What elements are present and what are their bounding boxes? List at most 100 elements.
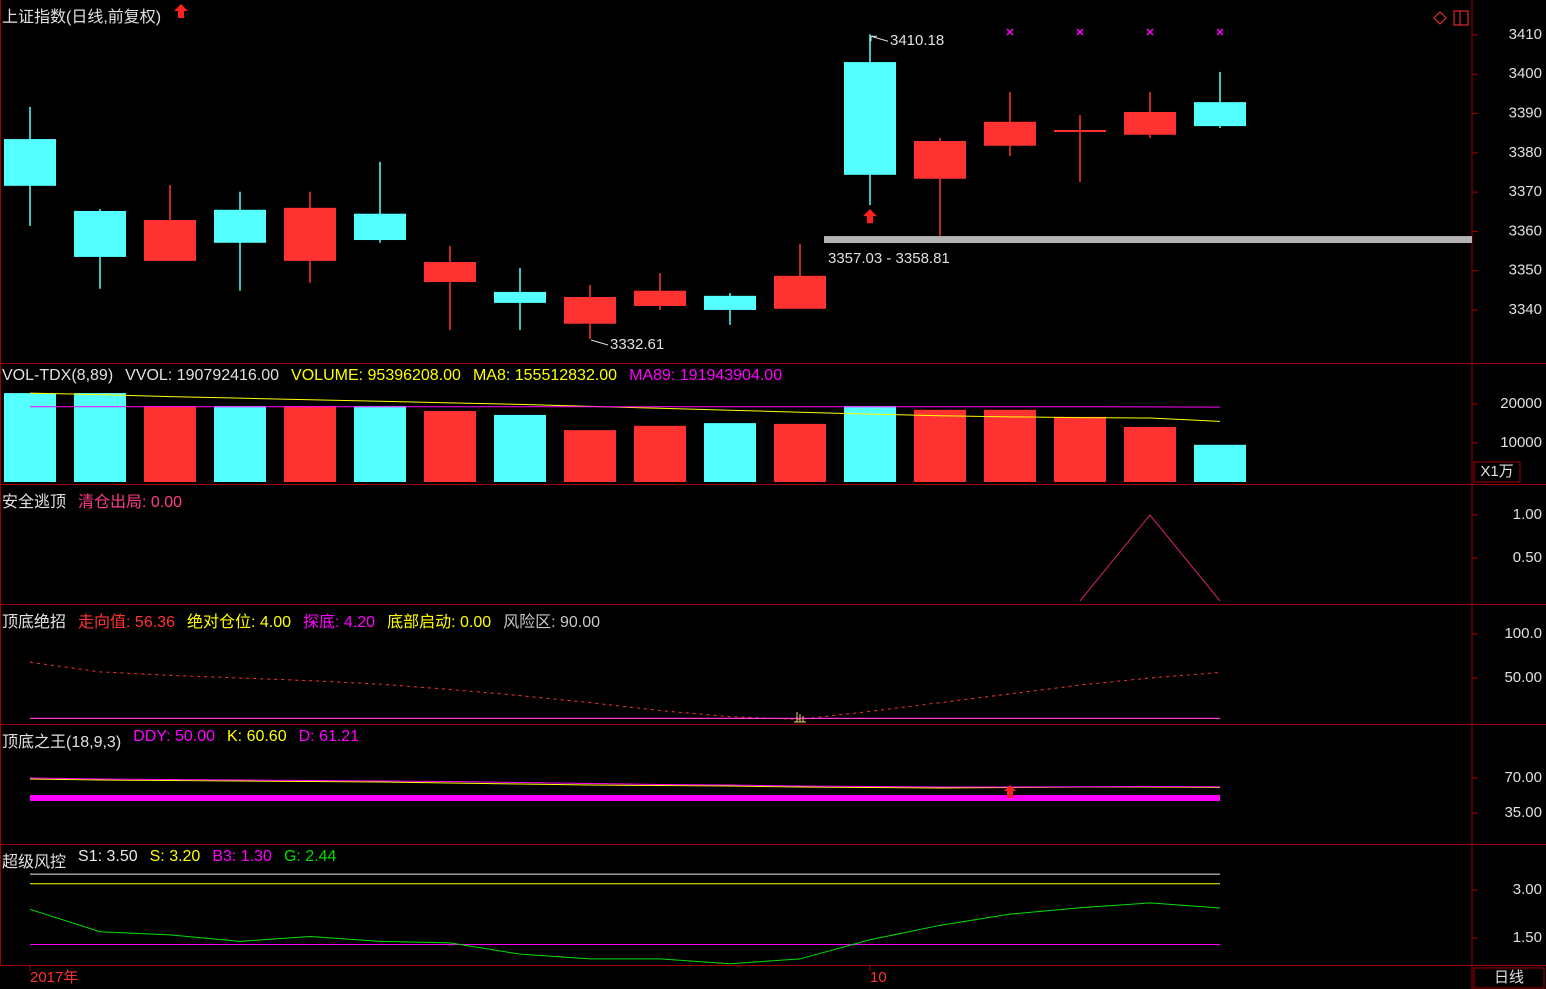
annotation-label: 3410.18 — [890, 32, 944, 49]
readout: VOLUME95396208.00 — [291, 367, 461, 385]
panel-header: 顶底绝招走向值56.36 绝对仓位4.00 探底4.20 底部启动0.00 风险区90.… — [2, 608, 600, 632]
signal-mark — [1076, 28, 1084, 36]
indicator-line — [29, 661, 1221, 720]
readout-value: 1.30 — [240, 848, 272, 865]
y-tick-label: 20000 — [1500, 395, 1542, 412]
candle-body — [1124, 111, 1176, 135]
panel-header: 安全逃顶清仓出局0.00 — [2, 488, 182, 512]
x-tick-label: 2017年 — [30, 969, 78, 986]
candle-body — [214, 209, 266, 243]
panel-header: 上证指数(日线,前复权) — [2, 3, 189, 27]
readout: 探底4.20 — [303, 608, 375, 632]
signal-mark — [1006, 28, 1014, 36]
readout-name: B3 — [212, 848, 240, 865]
candle-body — [1054, 130, 1106, 133]
readout-name: MA8 — [473, 367, 515, 384]
candle-body — [844, 62, 896, 175]
readout-value: 61.21 — [319, 728, 360, 745]
panel-title: 安全逃顶 — [2, 494, 67, 511]
readout: 绝对仓位4.00 — [187, 608, 291, 632]
readout-value: 95396208.00 — [367, 367, 461, 384]
y-tick-label: 3360 — [1509, 222, 1542, 239]
panel-title: VOL-TDX(8,89) — [2, 367, 114, 384]
readout-name: DDY — [133, 728, 175, 745]
x-tick-label: 10 — [870, 969, 887, 986]
ma-line — [29, 392, 1221, 422]
panel-header: 顶底之王(18,9,3) DDY50.00 K60.60 D61.21 — [2, 728, 359, 752]
readout: MA89191943904.00 — [629, 367, 782, 385]
volume-bar — [634, 425, 686, 482]
volume-bar — [214, 405, 266, 482]
hand-icon — [794, 712, 806, 723]
candle-body — [494, 291, 546, 303]
readout-value: 190792416.00 — [176, 367, 280, 384]
readout-value: 155512832.00 — [514, 367, 618, 384]
period-label: 日线 — [1494, 969, 1524, 986]
signal-mark — [1146, 28, 1154, 36]
y-tick-label: 3.00 — [1513, 881, 1542, 898]
readout-value: 50.00 — [174, 728, 215, 745]
annotation-label: 3332.61 — [610, 336, 664, 353]
readout: S3.20 — [150, 848, 201, 872]
candle-body — [634, 290, 686, 307]
readout-name: 走向值 — [78, 614, 135, 631]
y-tick-label: 3410 — [1509, 26, 1542, 43]
unit-label: X1万 — [1480, 463, 1513, 480]
readout-value: 60.60 — [246, 728, 287, 745]
y-tick-label: 3370 — [1509, 183, 1542, 200]
volume-bar — [914, 409, 966, 482]
y-tick-label: 100.0 — [1504, 625, 1542, 642]
signal-mark — [1216, 28, 1224, 36]
readout: MA8155512832.00 — [473, 367, 617, 385]
readout: 走向值56.36 — [78, 608, 175, 632]
readout-value: 2.44 — [305, 848, 337, 865]
readout-name: S1 — [78, 848, 106, 865]
readout-value: 0.00 — [150, 494, 183, 511]
readout-value: 0.00 — [459, 614, 492, 631]
volume-bar — [564, 430, 616, 482]
readout: G2.44 — [284, 848, 336, 872]
candle-body — [984, 121, 1036, 146]
readout-value: 4.00 — [259, 614, 292, 631]
y-tick-label: 3340 — [1509, 301, 1542, 318]
volume-bar — [984, 409, 1036, 482]
y-tick-label: 70.00 — [1504, 769, 1542, 786]
readout-value: 191943904.00 — [679, 367, 783, 384]
candle-body — [1194, 102, 1246, 127]
volume-bar — [1124, 427, 1176, 482]
y-tick-label: 50.00 — [1504, 669, 1542, 686]
period-box — [1473, 967, 1545, 989]
readout: K60.60 — [227, 728, 287, 752]
readout-name: 风险区 — [503, 614, 560, 631]
indicator-line — [29, 777, 1221, 788]
readout-name: S — [150, 848, 170, 865]
y-tick-label: 1.50 — [1513, 929, 1542, 946]
candle-body — [914, 141, 966, 179]
readout-name: 绝对仓位 — [187, 614, 260, 631]
volume-bar — [424, 411, 476, 482]
candle-body — [4, 139, 56, 186]
readout-name: G — [284, 848, 305, 865]
candle-body — [704, 295, 756, 310]
indicator-line — [1079, 514, 1221, 602]
volume-bar — [494, 414, 546, 482]
volume-bar — [4, 393, 56, 482]
readout-name: VOLUME — [291, 367, 367, 384]
volume-bar — [74, 393, 126, 482]
readout-value: 90.00 — [560, 614, 601, 631]
candle-body — [74, 210, 126, 257]
y-tick-label: 10000 — [1500, 434, 1542, 451]
y-tick-label: 3400 — [1509, 65, 1542, 82]
volume-bar — [354, 405, 406, 482]
panel-title: 超级风控 — [2, 854, 67, 871]
candle-body — [424, 262, 476, 283]
y-tick-label: 0.50 — [1513, 549, 1542, 566]
indicator-line — [29, 902, 1221, 965]
volume-bar — [774, 423, 826, 482]
unit-box — [1473, 461, 1521, 483]
panel-header: 超级风控 S13.50 S3.20 B31.30 G2.44 — [2, 848, 336, 872]
readout-name: VVOL — [125, 367, 177, 384]
volume-bar — [844, 405, 896, 482]
readout: 风险区90.00 — [503, 608, 600, 632]
